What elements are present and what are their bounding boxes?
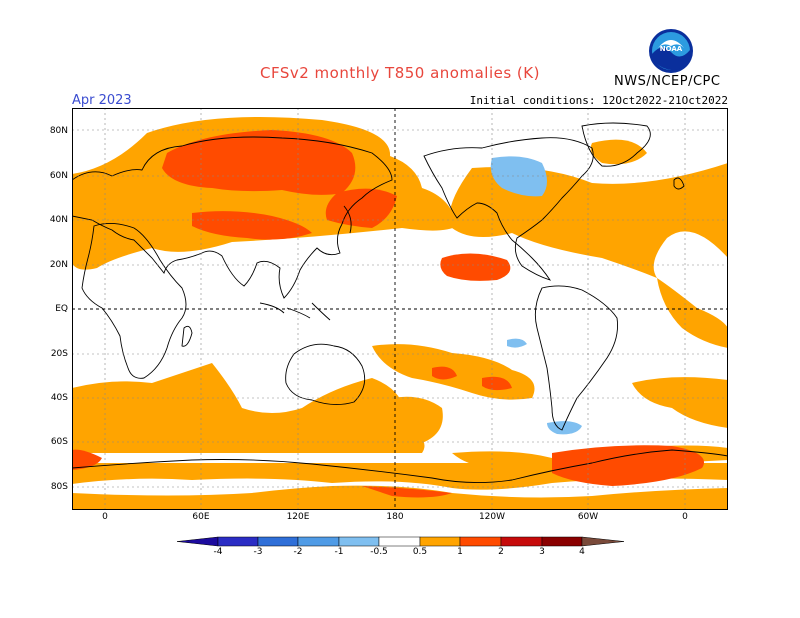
lat-label: EQ: [55, 304, 68, 314]
lon-label: 60E: [192, 512, 210, 522]
map-title: CFSv2 monthly T850 anomalies (K): [260, 64, 540, 82]
colorbar-tick-label: 0.5: [412, 547, 428, 557]
lat-label: 20N: [49, 260, 68, 270]
colorbar-tick-label: -0.5: [370, 547, 388, 557]
strong-warm-anomaly-shading: [72, 130, 704, 498]
colorbar-tick-label: -2: [293, 547, 303, 557]
lat-label: 80N: [49, 126, 68, 136]
equator-and-dateline: [72, 108, 728, 510]
lat-label: 20S: [50, 349, 68, 359]
colorbar-tick-label: 3: [539, 547, 545, 557]
colorbar-swatch: [378, 536, 421, 547]
lat-label: 40N: [49, 215, 68, 225]
organization-label: NWS/NCEP/CPC: [614, 74, 721, 89]
colorbar-swatch: [338, 536, 380, 547]
colorbar-tick-label: 4: [579, 547, 585, 557]
colorbar-swatch: [217, 536, 259, 547]
colorbar-swatch: [176, 536, 219, 547]
colorbar-swatch: [500, 536, 543, 547]
colorbar-swatch: [257, 536, 299, 547]
grid-lines: [72, 108, 728, 510]
initial-conditions: Initial conditions: 12Oct2022-21Oct2022: [469, 94, 728, 107]
lon-label: 120E: [286, 512, 310, 522]
colorbar-swatch: [419, 536, 461, 547]
colorbar-tick-label: -3: [253, 547, 263, 557]
valid-month: Apr 2023: [72, 93, 132, 108]
colorbar-swatch: [297, 536, 340, 547]
colorbar-swatch: [459, 536, 502, 547]
colorbar-swatch: [541, 536, 583, 547]
anomaly-map: [72, 108, 728, 510]
colorbar-tick-label: 2: [498, 547, 504, 557]
colorbar-tick-label: 1: [457, 547, 463, 557]
colorbar-swatch: [581, 536, 625, 547]
map-frame: [72, 108, 728, 510]
lon-label: 0: [102, 512, 108, 522]
lon-label: 0: [682, 512, 688, 522]
lon-label: 180: [386, 512, 404, 522]
lat-label: 60S: [50, 437, 68, 447]
lon-label: 120W: [478, 512, 506, 522]
lat-label: 80S: [50, 482, 68, 492]
lat-label: 40S: [50, 393, 68, 403]
coastlines: [72, 122, 728, 484]
logo-text: NOAA: [660, 45, 683, 53]
lon-label: 60W: [577, 512, 599, 522]
lat-label: 60N: [49, 171, 68, 181]
noaa-logo-icon: NOAA: [649, 29, 693, 73]
colorbar-tick-label: -4: [213, 547, 223, 557]
colorbar-tick-label: -1: [334, 547, 344, 557]
